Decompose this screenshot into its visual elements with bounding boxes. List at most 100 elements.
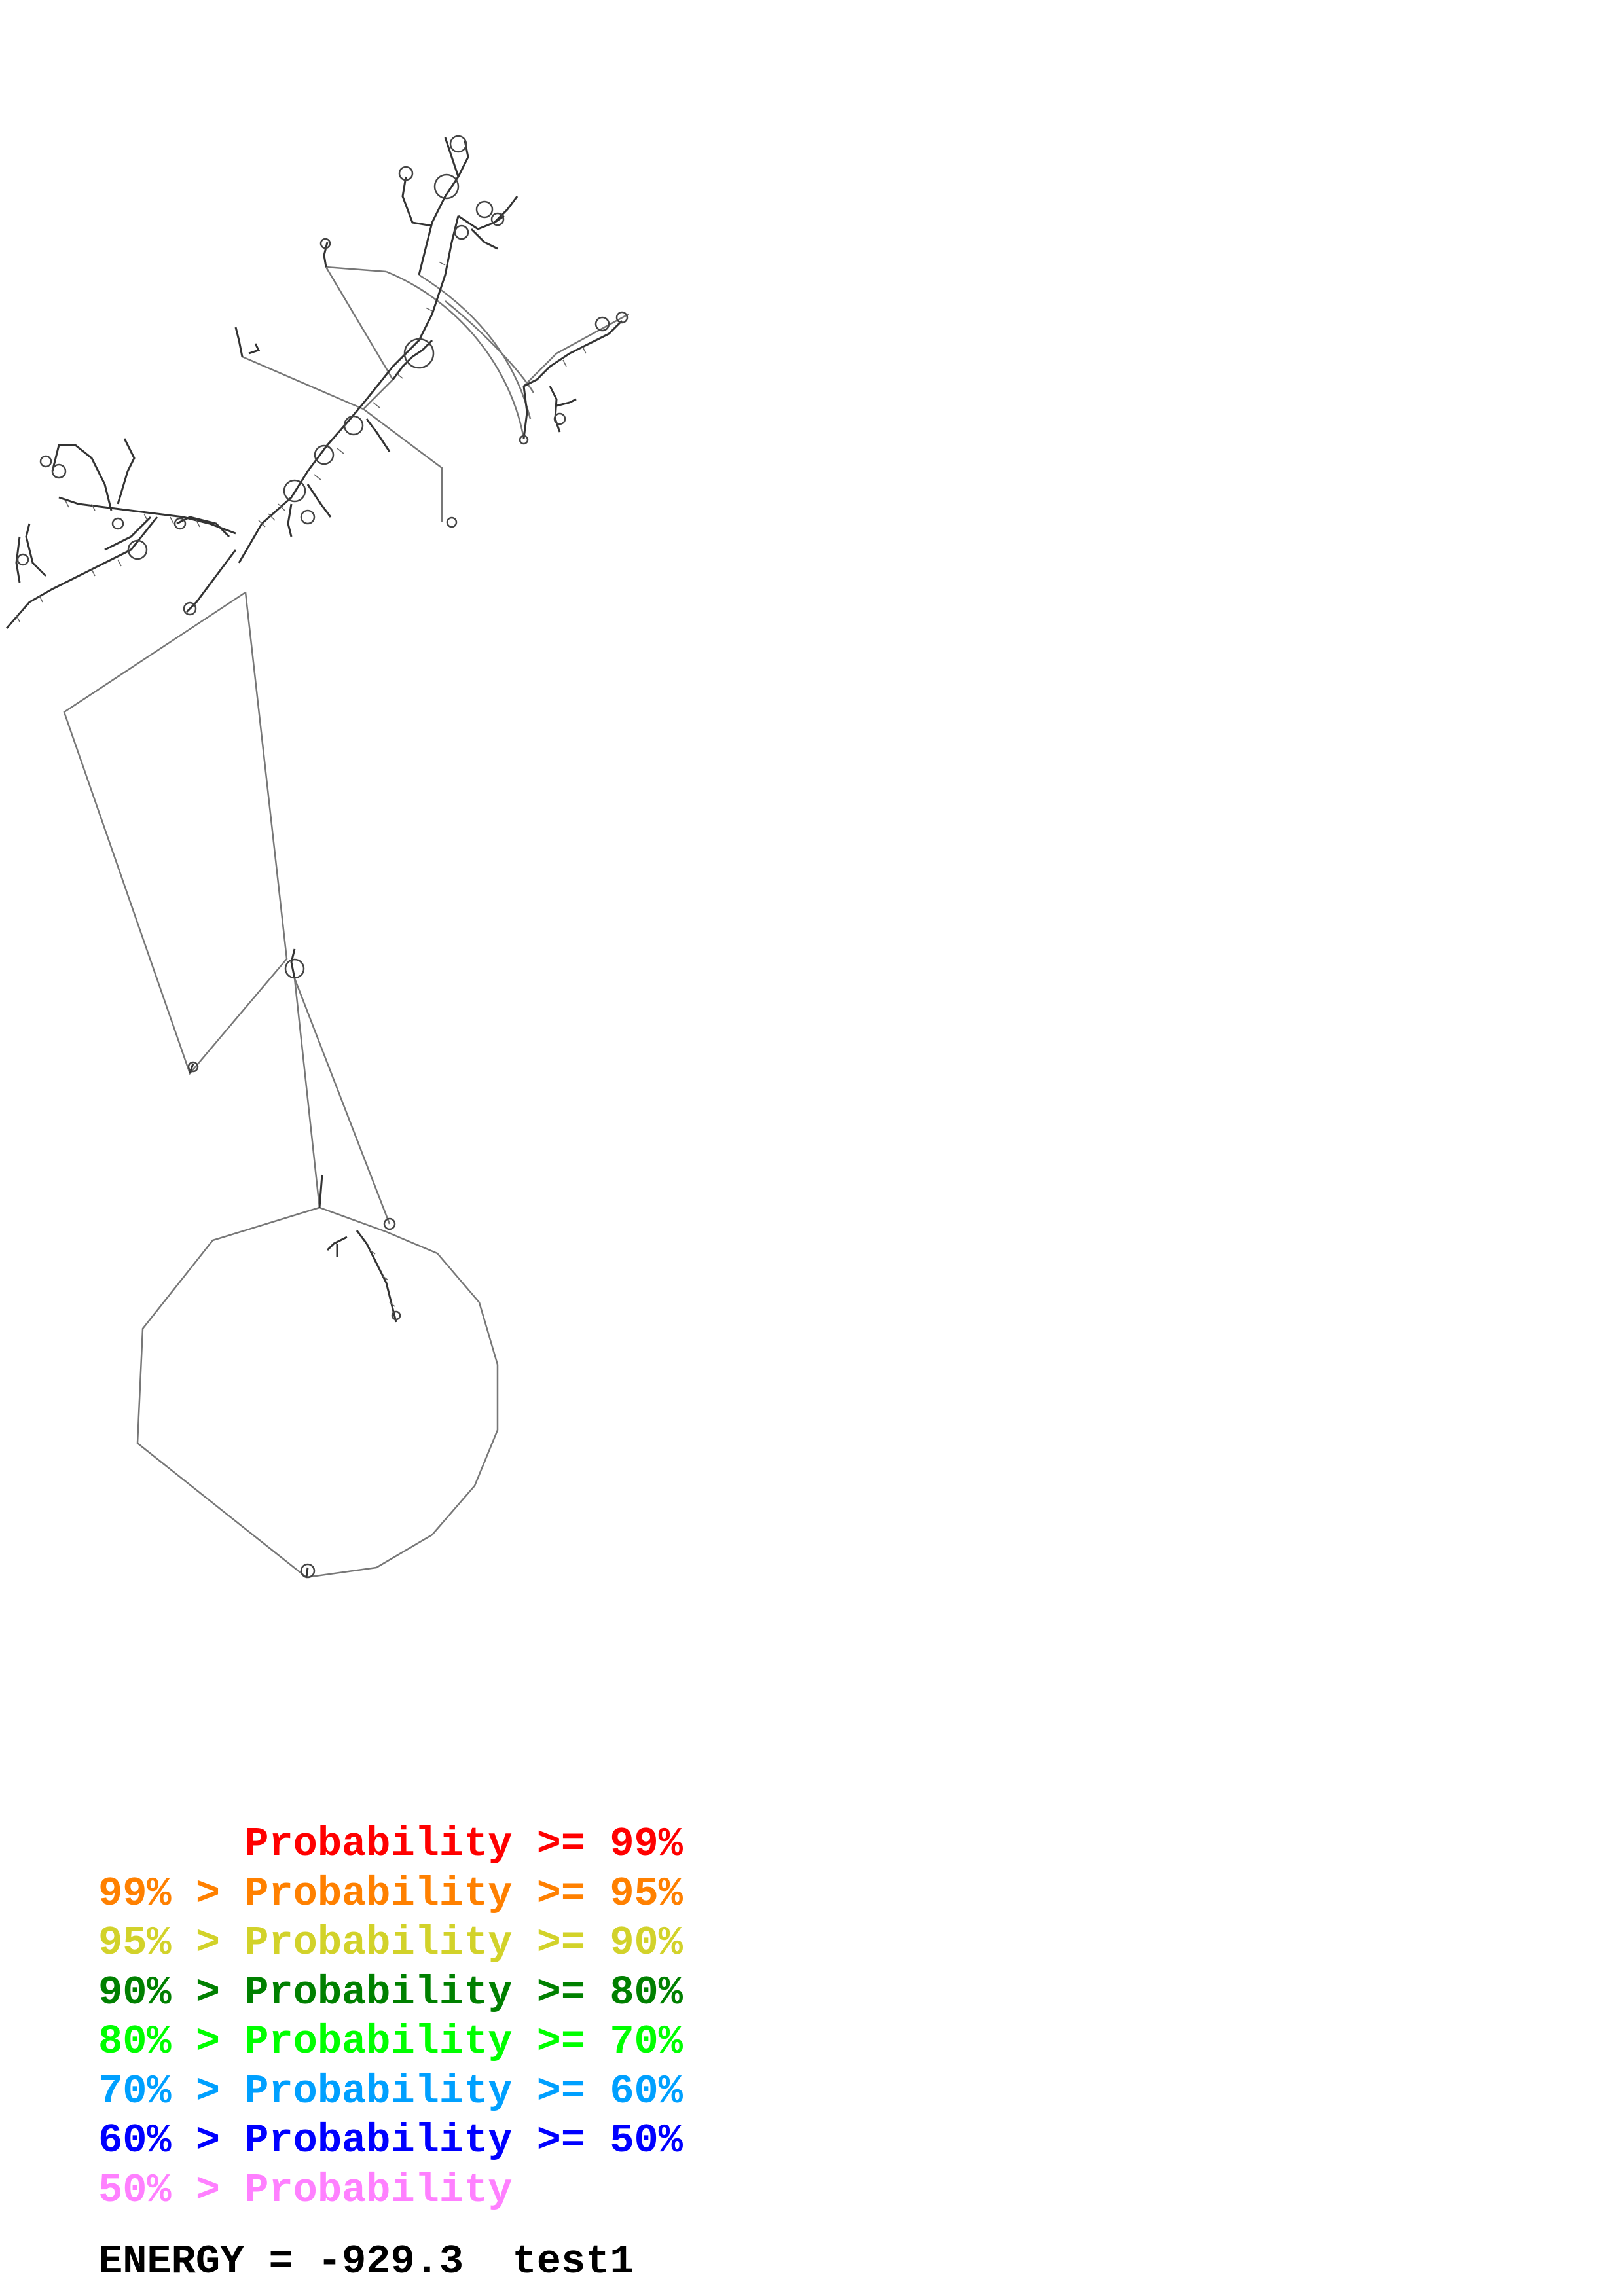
legend-label: Probability [244, 2018, 513, 2065]
helix-top-cluster-f [493, 196, 519, 224]
base-pair-ticks [16, 261, 587, 1307]
helix-top-left [323, 242, 329, 268]
legend-prefix: 50% > [98, 2166, 221, 2214]
legend-row: 90% > Probability >= 80% [98, 1968, 683, 2018]
legend-label: Probability [244, 2068, 513, 2115]
legend-suffix: >= 90% [536, 1920, 683, 1966]
upper-connector [242, 266, 394, 410]
helix-stems [5, 137, 623, 1578]
helix-left-arm [58, 496, 236, 535]
hairpin-loop [475, 200, 494, 219]
hairpin-loop [594, 316, 610, 332]
upper-curve-c [445, 300, 535, 393]
helix-top-cluster-e [470, 228, 498, 250]
sequence-name: test1 [512, 2238, 634, 2285]
helix-upper-a [365, 418, 391, 452]
legend-label: Probability [244, 2117, 513, 2164]
helix-left-arm-b [5, 516, 158, 629]
hairpin-loop [490, 212, 505, 226]
lower-multiloop [136, 1206, 499, 1579]
hairpin-loop [446, 516, 458, 528]
upper-curve-b [418, 274, 532, 420]
backbone-lines [63, 266, 629, 1579]
helix-lower-stem-b [318, 1174, 323, 1208]
helix-left-top-b [117, 438, 136, 505]
legend-row: Probability >= 99% [98, 1820, 683, 1869]
legend-label: Probability [244, 1920, 513, 1966]
helix-right-c [549, 386, 561, 433]
helix-lower-stem-g [305, 1567, 309, 1578]
helix-left-branch [104, 516, 152, 551]
helix-main-chain [238, 215, 460, 564]
helix-left-upper [234, 327, 244, 357]
helix-top-cluster-b [401, 176, 433, 227]
legend-label: Probability [244, 1870, 513, 1917]
legend-row: 50% > Probability [98, 2166, 683, 2215]
legend-prefix: 60% > [98, 2117, 221, 2164]
hairpin-loop [343, 415, 364, 436]
helix-leftmost [25, 523, 47, 577]
hairpin-loop [111, 517, 124, 530]
hairpin-loop [553, 412, 566, 425]
legend-prefix: 99% > [98, 1870, 221, 1917]
legend-suffix: >= 50% [536, 2117, 683, 2164]
right-branch [523, 313, 629, 387]
legend-prefix: 95% > [98, 1920, 221, 1966]
hairpin-loop [283, 479, 306, 503]
legend-suffix: >= 80% [536, 1969, 683, 2016]
central-open-loop [63, 591, 288, 1075]
hairpin-loop [39, 455, 52, 468]
helix-lower-stem-c [356, 1230, 397, 1323]
upper-curve [386, 270, 525, 439]
helix-upper-c [287, 503, 293, 537]
legend-label: Probability [244, 1969, 513, 2016]
hairpin-loop [16, 553, 29, 566]
legend-prefix: 90% > [98, 1969, 221, 2016]
hairpin-loops [16, 135, 629, 1579]
legend-suffix: >= 95% [536, 1870, 683, 1917]
rna-secondary-structure [5, 135, 629, 1579]
hairpin-loop [383, 1217, 396, 1230]
hairpin-loop [433, 173, 460, 200]
legend-label: Probability [244, 2166, 513, 2214]
legend-row: 70% > Probability >= 60% [98, 2067, 683, 2117]
helix-upper-b [306, 484, 332, 518]
helix-leftmost-b [15, 536, 21, 583]
hairpin-loop [403, 338, 435, 369]
hairpin-loop [519, 435, 529, 445]
hairpin-loop [51, 463, 67, 479]
legend-row: 80% > Probability >= 70% [98, 2017, 683, 2067]
helix-lower-stem [290, 948, 296, 979]
helix-lower-stem-f [189, 1063, 194, 1074]
helix-left-upper-b [248, 343, 261, 355]
hairpin-loop [300, 509, 316, 525]
helix-right-b [522, 386, 528, 439]
base-pair-tick-marks [16, 261, 587, 1307]
hairpin-loop [615, 311, 629, 324]
legend-prefix: 80% > [98, 2018, 221, 2065]
hairpin-loop [398, 166, 414, 181]
legend-suffix: >= 70% [536, 2018, 683, 2065]
hairpin-loop [454, 224, 469, 240]
helix-lower-stem-d [326, 1236, 348, 1251]
probability-legend: Probability >= 99% 99% > Probability >= 95% 9… [98, 1820, 683, 2215]
legend-suffix: >= 99% [536, 1821, 683, 1867]
energy-value: -929.3 [317, 2238, 464, 2285]
helix-top-cluster-d [444, 137, 460, 177]
hairpin-loop [391, 1310, 401, 1321]
upper-connector-b [363, 408, 443, 522]
hairpin-loop [187, 1061, 199, 1073]
legend-prefix: 70% > [98, 2068, 221, 2115]
helix-lower-branch [185, 549, 237, 613]
legend-row: 99% > Probability >= 95% [98, 1869, 683, 1919]
hairpin-loop [314, 444, 335, 465]
helix-upper-curve [392, 339, 433, 380]
hairpin-loop [300, 1563, 316, 1579]
hairpin-loop [449, 135, 467, 153]
legend-row: 95% > Probability >= 90% [98, 1918, 683, 1968]
hairpin-loop [183, 601, 197, 616]
energy-label: ENERGY = [98, 2238, 293, 2285]
energy-readout: ENERGY = -929.3 test1 [98, 2238, 634, 2285]
helix-right [523, 319, 623, 387]
hairpin-loop [127, 539, 148, 560]
